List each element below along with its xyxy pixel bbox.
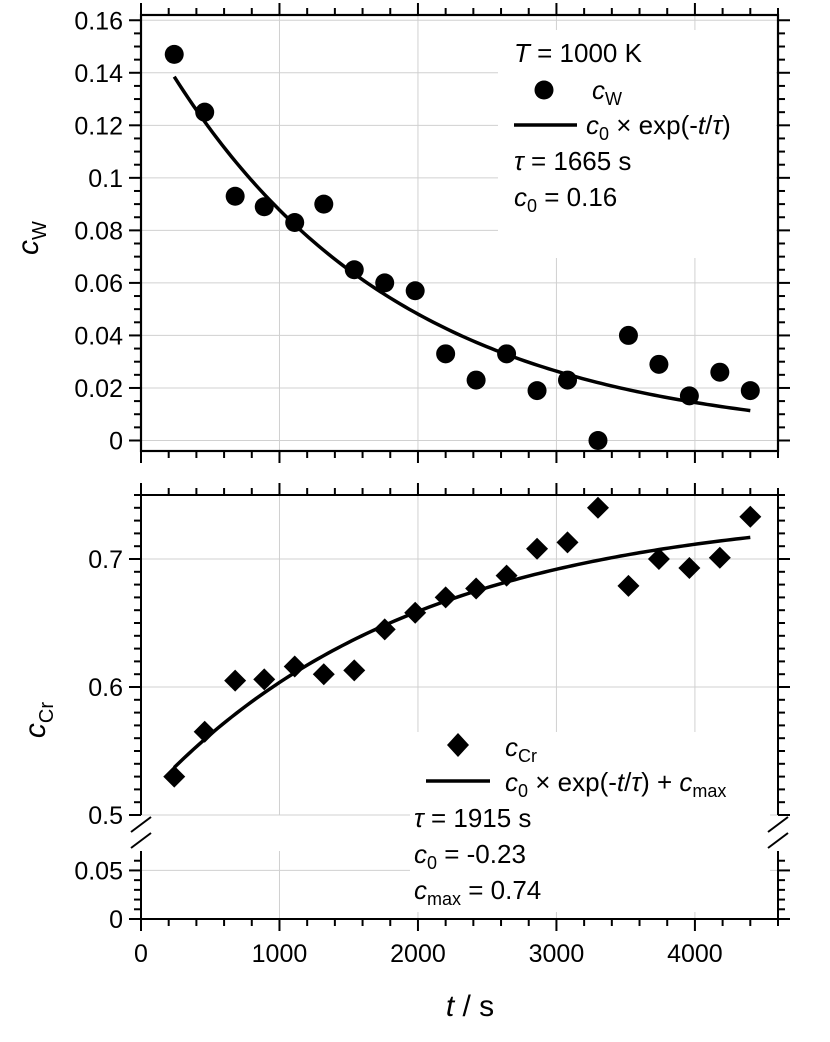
bottom-legend-entry-fit: c0 × exp(-t/τ) + cmax — [505, 767, 726, 801]
x-tick-label-0: 0 — [134, 940, 148, 968]
top-data-point-12 — [527, 381, 547, 401]
bottom-legend-entry-ccr: cCr — [505, 732, 537, 766]
top-legend-entry-fit: c0 × exp(-t/τ) — [586, 110, 731, 144]
x-tick-label-4: 4000 — [667, 940, 723, 968]
x-axis-title: t / s — [446, 990, 494, 1023]
bottom-data-point-11 — [495, 564, 518, 587]
top-data-point-5 — [314, 194, 334, 214]
bottom-data-point-6 — [343, 659, 366, 682]
top-legend-background — [498, 30, 776, 258]
top-data-point-6 — [344, 260, 364, 280]
bottom-data-point-18 — [708, 546, 731, 569]
top-data-point-4 — [285, 212, 305, 232]
top-data-point-8 — [405, 281, 425, 301]
bottom-y-axis-title: cCr — [19, 702, 58, 738]
top-ytick-label-8: 0.16 — [74, 7, 123, 35]
top-legend-entry-cw: cW — [592, 75, 622, 109]
bottom-data-point-17 — [678, 556, 701, 579]
bottom-data-point-4 — [283, 655, 306, 678]
bottom-fit-curve — [173, 535, 751, 769]
top-y-tick-labels: 0 0.02 0.04 0.06 0.08 0.1 0.12 0.14 0.16 — [74, 7, 123, 455]
bottom-data-point-8 — [404, 601, 427, 624]
bottom-data-point-3 — [253, 668, 276, 691]
bottom-data-point-19 — [739, 505, 762, 528]
top-data-point-9 — [436, 344, 456, 364]
top-data-point-15 — [618, 325, 638, 345]
top-data-points — [164, 44, 760, 450]
bottom-legend-tau: τ = 1915 s — [414, 803, 531, 833]
top-legend-circle-marker — [534, 80, 554, 100]
x-tick-label-1: 1000 — [252, 940, 308, 968]
bottom-data-point-12 — [526, 537, 549, 560]
bottom-ytick-label-upper-0: 0.5 — [88, 802, 123, 830]
bottom-ytick-label-lower-1: 0.05 — [74, 857, 123, 885]
top-legend: T = 1000 K cW c0 × exp(-t/τ) τ = 1665 s … — [514, 38, 731, 216]
top-data-point-16 — [649, 354, 669, 374]
bottom-legend-background — [410, 732, 770, 912]
top-data-point-7 — [375, 273, 395, 293]
top-data-point-13 — [558, 370, 578, 390]
top-ytick-label-1: 0.02 — [74, 375, 123, 403]
top-ytick-label-5: 0.1 — [88, 165, 123, 193]
top-data-point-10 — [466, 370, 486, 390]
bottom-plot-frame — [140, 494, 779, 920]
bottom-legend: cCr c0 × exp(-t/τ) + cmax τ = 1915 s c0 … — [414, 732, 726, 909]
top-data-point-19 — [740, 381, 760, 401]
bottom-data-point-0 — [163, 765, 186, 788]
bottom-data-point-7 — [373, 618, 396, 641]
top-data-point-2 — [225, 186, 245, 206]
top-ytick-label-2: 0.04 — [74, 322, 123, 350]
x-tick-labels: 0 1000 2000 3000 4000 — [134, 940, 723, 968]
top-ytick-label-6: 0.12 — [74, 112, 123, 140]
top-ytick-label-4: 0.08 — [74, 217, 123, 245]
bottom-data-point-9 — [434, 586, 457, 609]
bottom-legend-cmax: cmax = 0.74 — [414, 875, 541, 909]
bottom-data-points — [163, 496, 762, 788]
bottom-ytick-label-upper-2: 0.7 — [88, 546, 123, 574]
top-legend-temperature: T = 1000 K — [514, 38, 643, 68]
top-data-point-14 — [588, 430, 608, 450]
bottom-legend-c0: c0 = -0.23 — [414, 839, 526, 873]
bottom-data-point-5 — [312, 663, 335, 686]
bottom-ticks — [129, 483, 790, 931]
bottom-data-point-10 — [465, 577, 488, 600]
top-legend-c0: c0 = 0.16 — [514, 182, 617, 216]
bottom-data-point-13 — [556, 531, 579, 554]
top-legend-tau: τ = 1665 s — [514, 146, 631, 176]
bottom-ytick-label-lower-0: 0 — [109, 906, 123, 934]
top-data-point-0 — [164, 44, 184, 64]
bottom-ytick-label-upper-1: 0.6 — [88, 674, 123, 702]
top-data-point-17 — [679, 386, 699, 406]
top-ytick-label-3: 0.06 — [74, 270, 123, 298]
top-data-point-1 — [195, 102, 215, 122]
top-ticks — [129, 3, 790, 463]
bottom-data-point-14 — [586, 496, 609, 519]
top-data-point-11 — [497, 344, 517, 364]
x-tick-label-3: 3000 — [529, 940, 585, 968]
top-data-point-3 — [254, 197, 274, 217]
top-panel: 0 0.02 0.04 0.06 0.08 0.1 0.12 0.14 0.16 cW T = … — [12, 3, 790, 463]
bottom-data-point-2 — [224, 669, 247, 692]
top-y-axis-title: cW — [12, 221, 51, 255]
top-ytick-label-0: 0 — [109, 427, 123, 455]
bottom-y-tick-labels: 0.5 0.6 0.7 0 0.05 — [74, 546, 123, 934]
bottom-data-point-16 — [647, 548, 670, 570]
bottom-data-point-1 — [193, 720, 216, 743]
bottom-fit-path — [173, 535, 751, 769]
bottom-data-point-15 — [617, 574, 640, 597]
x-tick-label-2: 2000 — [390, 940, 446, 968]
axis-break-marks — [126, 816, 793, 849]
top-ytick-label-7: 0.14 — [74, 60, 123, 88]
bottom-panel: 0.5 0.6 0.7 0 0.05 0 1000 2000 3000 4000 cCr t /… — [19, 483, 793, 1023]
top-plot-frame — [139, 13, 780, 453]
top-data-point-18 — [710, 362, 730, 382]
bottom-legend-diamond-marker — [447, 733, 469, 757]
